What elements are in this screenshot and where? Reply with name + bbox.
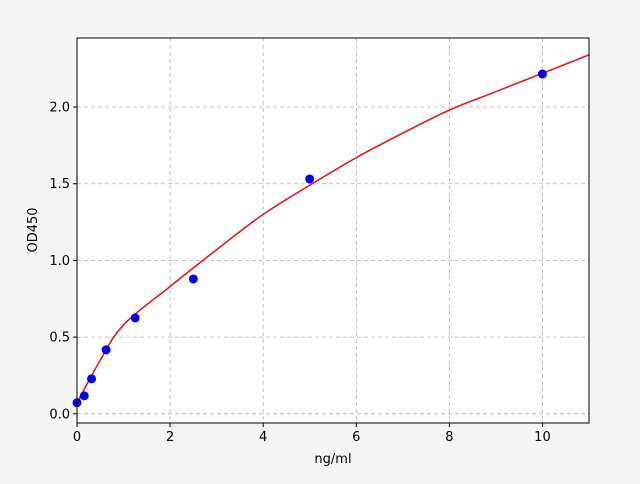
y-axis-label: OD450 bbox=[26, 207, 41, 252]
x-tick-label: 4 bbox=[259, 430, 267, 445]
data-point bbox=[87, 374, 97, 384]
data-point bbox=[79, 391, 89, 401]
y-tick-label: 0.5 bbox=[49, 331, 70, 346]
y-tick-label: 1.0 bbox=[49, 254, 70, 269]
fit-curve-layer bbox=[76, 54, 590, 404]
x-tick-label: 8 bbox=[445, 430, 453, 445]
x-tick-label: 2 bbox=[166, 430, 174, 445]
data-point bbox=[537, 69, 547, 79]
x-tick-label: 0 bbox=[73, 430, 81, 445]
plot-background bbox=[77, 38, 589, 423]
y-tick-label: 1.5 bbox=[49, 177, 70, 192]
data-point bbox=[101, 345, 111, 355]
plot-frame bbox=[76, 37, 590, 424]
x-tick-label: 10 bbox=[534, 430, 551, 445]
x-axis-label: ng/ml bbox=[314, 452, 351, 467]
y-tick-label: 0.0 bbox=[49, 407, 70, 422]
y-axis: 0.0 0.5 1.0 1.5 2.0 bbox=[49, 101, 77, 422]
data-point bbox=[188, 274, 198, 284]
grid bbox=[76, 38, 589, 423]
x-tick-label: 6 bbox=[352, 430, 360, 445]
data-point bbox=[130, 313, 140, 323]
data-points bbox=[72, 69, 547, 408]
x-axis: 0 2 4 6 8 10 bbox=[73, 423, 551, 445]
data-point bbox=[305, 174, 315, 184]
fit-curve bbox=[76, 54, 590, 404]
y-tick-label: 2.0 bbox=[49, 101, 70, 116]
